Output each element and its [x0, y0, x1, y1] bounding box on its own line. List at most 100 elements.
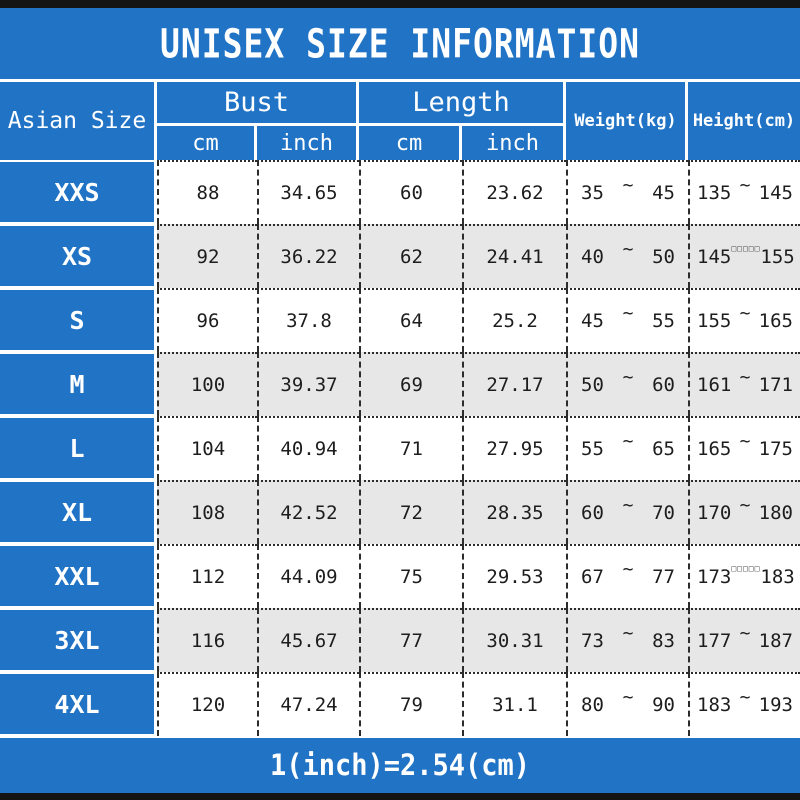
page-title: UNISEX SIZE INFORMATION — [160, 19, 640, 68]
header-length-inch: inch — [462, 126, 563, 160]
size-cell-wrap: 4XL — [0, 672, 157, 736]
size-cell-wrap: S — [0, 288, 157, 352]
height-range: 145 □□□□□ 155 — [688, 224, 800, 288]
size-cell-wrap: XXS — [0, 160, 157, 224]
header-bust-inch: inch — [257, 126, 356, 160]
height-max: 187 — [758, 630, 793, 652]
height-max: 165 — [758, 310, 793, 332]
size-cell-wrap: L — [0, 416, 157, 480]
bust-inch-value: 39.37 — [257, 352, 359, 416]
height-range: 155 ~ 165 — [688, 288, 800, 352]
length-inch-value: 28.35 — [462, 480, 566, 544]
weight-range: 60 ~ 70 — [566, 480, 688, 544]
bust-inch-value: 47.24 — [257, 672, 359, 736]
weight-min: 55 — [581, 438, 604, 460]
length-inch-value: 29.53 — [462, 544, 566, 608]
weight-min: 45 — [581, 310, 604, 332]
weight-max: 45 — [652, 182, 675, 204]
table-row-l: L 104 40.94 71 27.95 55 ~ 65 165 ~ 175 — [0, 416, 800, 480]
title-band: UNISEX SIZE INFORMATION — [0, 8, 800, 79]
table-row-s: S 96 37.8 64 25.2 45 ~ 55 155 ~ 165 — [0, 288, 800, 352]
size-cell-wrap: 3XL — [0, 608, 157, 672]
height-min: 145 — [697, 246, 732, 268]
height-min: 177 — [697, 630, 732, 652]
height-max: 171 — [758, 374, 793, 396]
tilde-separator: ~ — [739, 686, 751, 708]
table-row-xxs: XXS 88 34.65 60 23.62 35 ~ 45 135 ~ 145 — [0, 160, 800, 224]
top-frame-bar — [0, 0, 800, 8]
length-inch-value: 27.17 — [462, 352, 566, 416]
length-inch-value: 23.62 — [462, 160, 566, 224]
length-inch-value: 27.95 — [462, 416, 566, 480]
height-max: 145 — [758, 182, 793, 204]
height-range: 177 ~ 187 — [688, 608, 800, 672]
length-cm-value: 77 — [359, 608, 462, 672]
length-inch-value: 31.1 — [462, 672, 566, 736]
weight-max: 60 — [652, 374, 675, 396]
length-cm-value: 69 — [359, 352, 462, 416]
conversion-note: 1(inch)=2.54(cm) — [269, 748, 531, 783]
tilde-separator: ~ — [622, 302, 634, 324]
height-min: 183 — [697, 694, 732, 716]
height-min: 135 — [697, 182, 732, 204]
weight-range: 45 ~ 55 — [566, 288, 688, 352]
height-max: 183 — [760, 566, 795, 588]
tilde-separator: ~ — [622, 430, 634, 452]
tilde-separator: ~ — [622, 686, 634, 708]
tilde-separator: ~ — [622, 622, 634, 644]
weight-min: 50 — [581, 374, 604, 396]
height-max: 175 — [758, 438, 793, 460]
size-cell-wrap: M — [0, 352, 157, 416]
bust-cm-value: 104 — [157, 416, 257, 480]
header-weight-kg: Weight(kg) — [566, 82, 685, 160]
height-range: 135 ~ 145 — [688, 160, 800, 224]
height-min: 173 — [697, 566, 732, 588]
size-label: XXS — [0, 162, 154, 222]
length-cm-value: 79 — [359, 672, 462, 736]
weight-max: 77 — [652, 566, 675, 588]
bust-cm-value: 120 — [157, 672, 257, 736]
size-label: S — [0, 290, 154, 350]
weight-range: 73 ~ 83 — [566, 608, 688, 672]
length-cm-value: 60 — [359, 160, 462, 224]
length-cm-value: 64 — [359, 288, 462, 352]
height-range: 165 ~ 175 — [688, 416, 800, 480]
tilde-separator: ~ — [739, 622, 751, 644]
height-min: 170 — [697, 502, 732, 524]
height-range: 173 □□□□□ 183 — [688, 544, 800, 608]
table-row-xxl: XXL 112 44.09 75 29.53 67 ~ 77 173 □□□□□… — [0, 544, 800, 608]
size-cell-wrap: XXL — [0, 544, 157, 608]
bust-inch-value: 34.65 — [257, 160, 359, 224]
weight-min: 60 — [581, 502, 604, 524]
weight-max: 55 — [652, 310, 675, 332]
bust-inch-value: 40.94 — [257, 416, 359, 480]
weight-range: 80 ~ 90 — [566, 672, 688, 736]
weight-range: 67 ~ 77 — [566, 544, 688, 608]
table-row-3xl: 3XL 116 45.67 77 30.31 73 ~ 83 177 ~ 187 — [0, 608, 800, 672]
header-height-cm: Height(cm) — [688, 82, 800, 160]
bust-cm-value: 96 — [157, 288, 257, 352]
size-cell-wrap: XS — [0, 224, 157, 288]
size-label: XS — [0, 226, 154, 286]
bust-cm-value: 112 — [157, 544, 257, 608]
bust-inch-value: 37.8 — [257, 288, 359, 352]
weight-max: 50 — [652, 246, 675, 268]
size-label: 3XL — [0, 610, 154, 670]
header-bust-cm: cm — [157, 126, 254, 160]
bust-cm-value: 92 — [157, 224, 257, 288]
weight-min: 35 — [581, 182, 604, 204]
weight-range: 55 ~ 65 — [566, 416, 688, 480]
size-label: L — [0, 418, 154, 478]
length-cm-value: 71 — [359, 416, 462, 480]
bust-inch-value: 44.09 — [257, 544, 359, 608]
size-label: XL — [0, 482, 154, 542]
length-cm-value: 62 — [359, 224, 462, 288]
length-inch-value: 30.31 — [462, 608, 566, 672]
header-length-cm: cm — [359, 126, 459, 160]
tilde-separator: ~ — [739, 494, 751, 516]
bottom-frame-bar — [0, 793, 800, 800]
size-label: 4XL — [0, 674, 154, 734]
tilde-separator: ~ — [622, 366, 634, 388]
weight-min: 40 — [581, 246, 604, 268]
